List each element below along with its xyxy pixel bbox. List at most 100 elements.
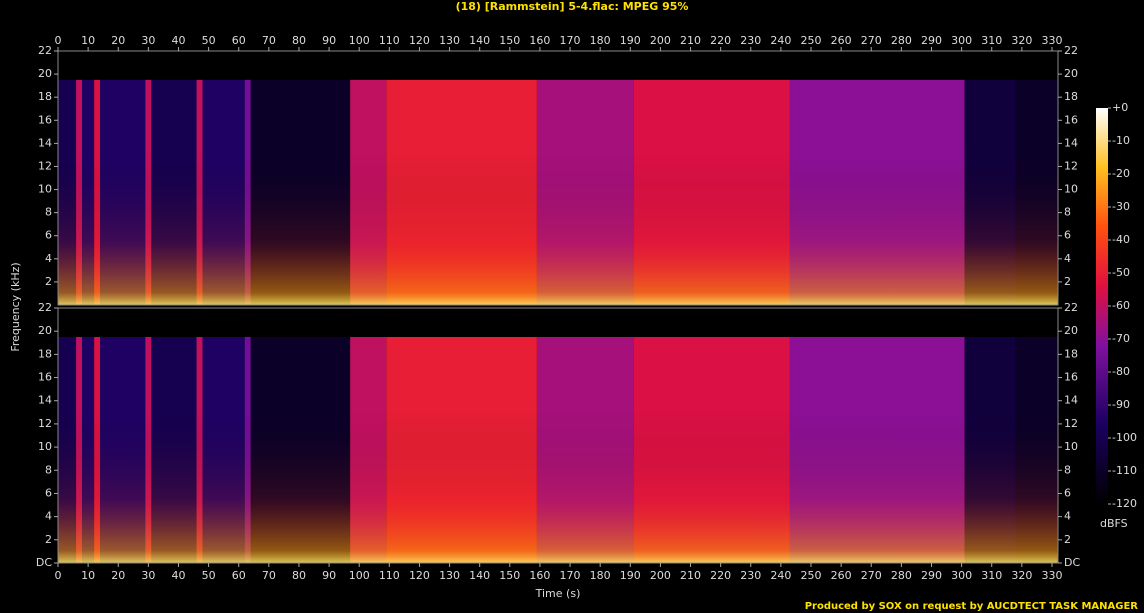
y-tick-label: 20 — [38, 324, 52, 337]
y-tick-label: 18 — [1064, 90, 1078, 103]
x-tick-label: 120 — [409, 34, 430, 47]
x-tick-label: 120 — [409, 569, 430, 582]
x-tick-label: 230 — [740, 569, 761, 582]
y-tick-label: 6 — [1064, 229, 1071, 242]
y-tick-label: 4 — [1064, 510, 1071, 523]
x-tick-label: 230 — [740, 34, 761, 47]
y-tick-label: 14 — [1064, 394, 1078, 407]
colorbar-tick-label: -50 — [1112, 266, 1130, 279]
low-frequency-energy — [58, 51, 1058, 305]
x-tick-label: 100 — [349, 569, 370, 582]
y-tick-label: 8 — [45, 463, 52, 476]
x-tick-label: 30 — [141, 34, 155, 47]
x-tick-label: 40 — [171, 569, 185, 582]
panel-frame — [57, 307, 1059, 564]
x-tick-label: 280 — [891, 34, 912, 47]
y-tick-label: 10 — [38, 183, 52, 196]
y-tick-label: 18 — [38, 90, 52, 103]
x-tick-label: 260 — [831, 569, 852, 582]
x-tick-label: 190 — [620, 34, 641, 47]
colorbar-tick-label: -30 — [1112, 200, 1130, 213]
y-tick-label: 6 — [1064, 486, 1071, 499]
x-tick-label: 210 — [680, 569, 701, 582]
x-tick-label: 140 — [469, 34, 490, 47]
y-tick-label: 22 — [38, 44, 52, 57]
colorbar-tick-label: -10 — [1112, 134, 1130, 147]
y-tick-label: 18 — [1064, 347, 1078, 360]
x-tick-label: 20 — [111, 569, 125, 582]
x-tick-label: 240 — [770, 34, 791, 47]
x-tick-label: 160 — [529, 34, 550, 47]
y-tick-label: 6 — [45, 486, 52, 499]
y-tick-label: 22 — [1064, 301, 1078, 314]
y-tick-label: 2 — [45, 533, 52, 546]
y-tick-label: 4 — [45, 510, 52, 523]
x-tick-label: 250 — [801, 569, 822, 582]
x-tick-label: 40 — [171, 34, 185, 47]
x-tick-label: 100 — [349, 34, 370, 47]
y-tick-label: 6 — [45, 229, 52, 242]
x-tick-label: 110 — [379, 569, 400, 582]
y-axis-label: Frequency (kHz) — [9, 262, 22, 351]
y-tick-label: DC — [1064, 556, 1080, 569]
y-tick-label: 4 — [45, 252, 52, 265]
x-tick-label: 180 — [590, 34, 611, 47]
x-tick-label: 150 — [499, 569, 520, 582]
x-tick-label: 310 — [981, 34, 1002, 47]
x-tick-label: 70 — [262, 34, 276, 47]
x-tick-label: 180 — [590, 569, 611, 582]
x-tick-label: 90 — [322, 34, 336, 47]
x-tick-label: 200 — [650, 34, 671, 47]
x-tick-label: 0 — [55, 34, 62, 47]
x-tick-label: 240 — [770, 569, 791, 582]
y-tick-label: 10 — [38, 440, 52, 453]
colorbar-tick-label: -80 — [1112, 365, 1130, 378]
x-tick-label: 140 — [469, 569, 490, 582]
x-tick-label: 70 — [262, 569, 276, 582]
x-tick-label: 320 — [1011, 34, 1032, 47]
x-tick-label: 330 — [1041, 569, 1062, 582]
colorbar-tick-label: -120 — [1112, 497, 1137, 510]
x-tick-label: 320 — [1011, 569, 1032, 582]
y-tick-label: 8 — [45, 206, 52, 219]
x-tick-label: 60 — [232, 34, 246, 47]
colorbar-tick-label: -100 — [1112, 431, 1137, 444]
x-tick-label: 110 — [379, 34, 400, 47]
x-tick-label: 150 — [499, 34, 520, 47]
panel-frame — [57, 50, 1059, 306]
x-axis-label: Time (s) — [535, 587, 581, 600]
y-tick-label: 12 — [1064, 417, 1078, 430]
footer: Produced by SOX on request by AUCDTECT T… — [805, 601, 1139, 612]
x-tick-label: 290 — [921, 569, 942, 582]
y-tick-label: 16 — [1064, 371, 1078, 384]
x-tick-label: 0 — [55, 569, 62, 582]
y-tick-label: 20 — [1064, 324, 1078, 337]
x-tick-label: 260 — [831, 34, 852, 47]
y-tick-label: 10 — [1064, 440, 1078, 453]
low-frequency-energy — [58, 308, 1058, 563]
colorbar-tick-label: -60 — [1112, 299, 1130, 312]
y-tick-label: 8 — [1064, 206, 1071, 219]
colorbar-tick-label: -90 — [1112, 398, 1130, 411]
x-tick-label: 250 — [801, 34, 822, 47]
y-tick-label: 16 — [38, 371, 52, 384]
x-tick-label: 10 — [81, 34, 95, 47]
y-tick-label: 2 — [1064, 533, 1071, 546]
x-tick-label: 80 — [292, 569, 306, 582]
y-tick-label: 2 — [1064, 275, 1071, 288]
x-tick-label: 330 — [1041, 34, 1062, 47]
y-tick-label: 22 — [1064, 44, 1078, 57]
x-tick-label: 220 — [710, 569, 731, 582]
y-tick-label: 16 — [38, 113, 52, 126]
x-tick-label: 220 — [710, 34, 731, 47]
x-tick-label: 20 — [111, 34, 125, 47]
y-tick-label: 14 — [38, 136, 52, 149]
y-tick-label: 14 — [1064, 136, 1078, 149]
x-tick-label: 80 — [292, 34, 306, 47]
x-tick-label: 300 — [951, 569, 972, 582]
chart-title: (18) [Rammstein] 5-4.flac: MPEG 95% — [456, 0, 689, 13]
y-tick-label: 18 — [38, 347, 52, 360]
colorbar-tick-label: -70 — [1112, 332, 1130, 345]
x-tick-label: 10 — [81, 569, 95, 582]
